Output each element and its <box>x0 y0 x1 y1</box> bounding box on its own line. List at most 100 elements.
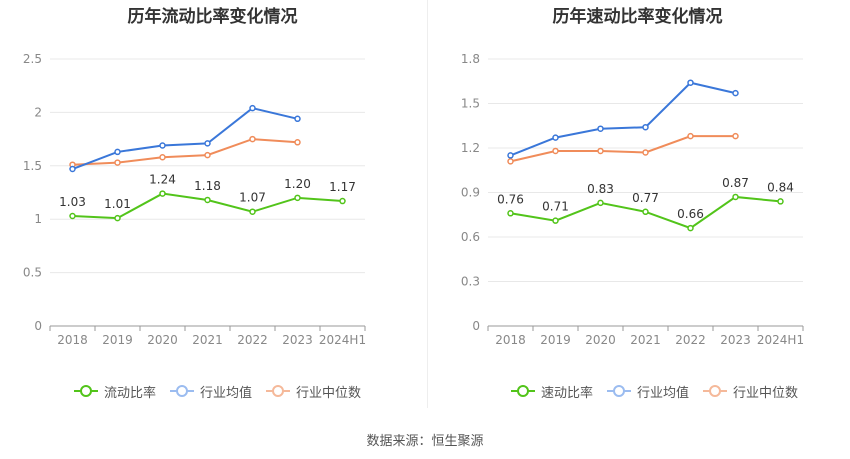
legend-label: 行业均值 <box>200 385 253 401</box>
y-tick-label: 0.6 <box>461 230 480 244</box>
legend-label: 行业均值 <box>637 385 690 401</box>
legend-left: 流动比率 行业均值 行业中位数 <box>74 382 361 401</box>
legend-symbol <box>703 384 728 398</box>
y-tick-label: 0 <box>472 319 480 333</box>
y-tick-label: 2 <box>34 105 42 119</box>
data-point <box>777 198 784 205</box>
legend-symbol <box>607 384 632 398</box>
y-tick-label: 1.2 <box>461 141 480 155</box>
x-tick-label: 2018 <box>495 333 526 347</box>
legend-item-current-ratio[interactable]: 流动比率 <box>74 382 156 401</box>
data-point <box>204 151 211 159</box>
data-label: 0.76 <box>497 192 524 206</box>
data-point <box>204 196 211 204</box>
data-label: 1.17 <box>329 180 356 194</box>
data-point <box>642 208 649 216</box>
data-label: 0.77 <box>632 191 659 205</box>
legend-label: 流动比率 <box>104 385 157 401</box>
data-point <box>597 125 604 132</box>
x-tick-label: 2022 <box>237 333 268 347</box>
legend-item-industry-mean[interactable]: 行业均值 <box>170 382 252 401</box>
legend-label: 行业中位数 <box>733 385 799 401</box>
data-point <box>114 214 121 222</box>
x-tick-label: 2019 <box>102 333 133 347</box>
chart-title-quick-ratio: 历年速动比率变化情况 <box>552 7 723 27</box>
legend-item-industry-median[interactable]: 行业中位数 <box>266 382 361 401</box>
data-point <box>159 190 166 197</box>
data-label: 1.18 <box>194 179 221 193</box>
legend-symbol <box>170 384 195 398</box>
x-tick-label: 2023 <box>282 333 313 347</box>
data-point <box>159 154 166 161</box>
data-point <box>507 210 514 217</box>
x-tick-label: 2024H1 <box>319 333 366 347</box>
x-tick-label: 2018 <box>57 333 88 347</box>
series-line <box>510 81 736 157</box>
y-tick-label: 0.5 <box>23 266 42 280</box>
data-point <box>732 132 739 140</box>
data-label: 0.87 <box>722 176 749 190</box>
data-point <box>249 104 256 112</box>
data-point <box>687 224 694 232</box>
data-point <box>507 158 514 165</box>
data-point <box>114 159 121 166</box>
data-point <box>597 199 604 207</box>
x-tick-label: 2024H1 <box>757 333 804 347</box>
series-line <box>72 107 298 170</box>
chart-title-current-ratio: 历年流动比率变化情况 <box>127 7 298 27</box>
legend-symbol <box>511 384 535 398</box>
data-label: 1.03 <box>59 195 86 209</box>
x-tick-label: 2021 <box>630 333 661 347</box>
y-tick-label: 0.3 <box>461 275 480 289</box>
legend-right: 速动比率 行业均值 行业中位数 <box>511 382 798 401</box>
series-line <box>510 135 736 163</box>
data-label: 1.24 <box>149 173 176 187</box>
panel-divider <box>427 0 428 408</box>
data-point <box>642 123 649 131</box>
data-point <box>552 134 559 141</box>
data-point <box>294 115 301 123</box>
y-tick-label: 1 <box>34 212 42 226</box>
legend-item-industry-mean[interactable]: 行业均值 <box>607 382 689 401</box>
data-point <box>687 79 694 86</box>
x-tick-label: 2023 <box>720 333 751 347</box>
x-tick-label: 2022 <box>675 333 706 347</box>
y-tick-label: 1.5 <box>23 159 42 173</box>
data-point <box>204 140 211 147</box>
data-label: 0.84 <box>767 180 794 194</box>
x-tick-label: 2019 <box>540 333 571 347</box>
data-point <box>339 197 346 205</box>
data-point <box>597 147 604 155</box>
data-point <box>294 194 301 202</box>
data-point <box>732 89 739 97</box>
x-tick-label: 2020 <box>585 333 616 347</box>
legend-symbol <box>74 384 98 398</box>
data-label: 0.83 <box>587 182 614 196</box>
data-point <box>159 142 166 149</box>
data-label: 1.07 <box>239 191 266 205</box>
data-label: 0.71 <box>542 200 569 214</box>
legend-label: 速动比率 <box>541 385 594 401</box>
data-point <box>507 152 514 159</box>
legend-item-industry-median[interactable]: 行业中位数 <box>703 382 798 401</box>
data-point <box>249 208 256 215</box>
x-tick-label: 2021 <box>192 333 223 347</box>
data-point <box>294 139 301 146</box>
data-source-note: 数据来源：恒生聚源 <box>366 434 484 449</box>
data-point <box>732 193 739 201</box>
data-label: 0.66 <box>677 207 704 221</box>
data-point <box>552 147 559 155</box>
series-line <box>72 138 298 166</box>
data-point <box>69 165 76 173</box>
legend-item-quick-ratio[interactable]: 速动比率 <box>511 382 593 401</box>
data-label: 1.01 <box>104 197 131 211</box>
data-point <box>642 149 649 156</box>
x-tick-label: 2020 <box>147 333 178 347</box>
y-tick-label: 0.9 <box>461 186 480 200</box>
data-label: 1.20 <box>284 177 311 191</box>
legend-label: 行业中位数 <box>296 385 362 401</box>
data-point <box>687 132 694 140</box>
y-tick-label: 2.5 <box>23 52 42 66</box>
y-tick-label: 1.8 <box>461 52 480 66</box>
